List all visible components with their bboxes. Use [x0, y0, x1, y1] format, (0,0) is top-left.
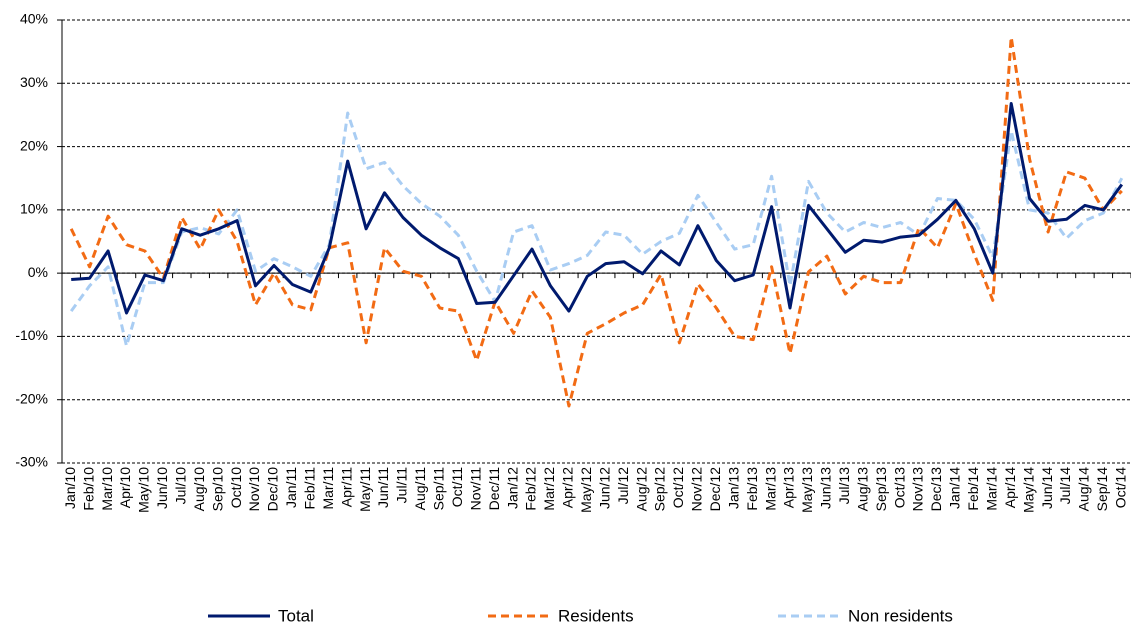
x-tick-label: Sep/13 — [873, 467, 889, 512]
x-tick-label: Apr/12 — [560, 467, 576, 508]
x-tick-label: Nov/10 — [246, 467, 262, 512]
x-tick-label: Sep/12 — [652, 467, 668, 512]
x-tick-label: Oct/11 — [449, 467, 465, 507]
x-tick-label: Jan/13 — [725, 467, 741, 509]
x-tick-label: May/13 — [799, 467, 815, 513]
x-tick-label: Sep/10 — [209, 467, 225, 512]
x-tick-label: Mar/13 — [762, 467, 778, 511]
x-tick-label: Nov/12 — [689, 467, 705, 512]
x-tick-label: Nov/13 — [910, 467, 926, 512]
y-tick-label: 10% — [20, 201, 48, 217]
x-tick-label: Apr/13 — [781, 467, 797, 508]
x-tick-label: Oct/12 — [670, 467, 686, 508]
x-tick-label: Oct/13 — [891, 467, 907, 508]
x-tick-label: Aug/14 — [1076, 467, 1092, 512]
x-tick-label: Oct/10 — [228, 467, 244, 508]
x-tick-label: Aug/11 — [412, 467, 428, 511]
x-tick-label: Aug/12 — [633, 467, 649, 512]
x-tick-label: Mar/10 — [99, 467, 115, 511]
x-tick-label: Mar/11 — [320, 467, 336, 510]
x-tick-label: Aug/13 — [854, 467, 870, 512]
legend-label: Non residents — [848, 606, 953, 625]
y-tick-label: 40% — [20, 11, 48, 27]
y-tick-label: -10% — [15, 327, 48, 343]
x-tick-label: Sep/14 — [1094, 467, 1110, 512]
series-line — [71, 102, 1124, 315]
x-tick-label: Jun/11 — [375, 467, 391, 508]
x-tick-label: Feb/13 — [744, 467, 760, 511]
x-tick-label: Mar/14 — [983, 467, 999, 511]
x-tick-label: Jul/11 — [394, 467, 410, 504]
x-tick-label: May/10 — [136, 467, 152, 513]
x-tick-label: Sep/11 — [431, 467, 447, 511]
x-tick-label: Jun/10 — [154, 467, 170, 509]
x-tick-label: Jul/10 — [173, 467, 189, 505]
legend-label: Residents — [558, 606, 634, 625]
x-tick-label: Feb/10 — [80, 467, 96, 511]
x-tick-label: Dec/11 — [486, 467, 502, 511]
x-tick-label: Feb/14 — [965, 467, 981, 511]
y-tick-label: -20% — [15, 390, 48, 406]
x-tick-label: Feb/12 — [523, 467, 539, 511]
y-tick-label: 30% — [20, 74, 48, 90]
x-tick-label: Mar/12 — [541, 467, 557, 511]
series-line — [69, 111, 1124, 348]
x-tick-label: Jul/14 — [1057, 467, 1073, 505]
series-line — [69, 35, 1123, 408]
x-tick-label: Jan/11 — [283, 467, 299, 508]
x-tick-label: May/11 — [357, 467, 373, 512]
x-tick-label: Apr/14 — [1002, 467, 1018, 508]
x-tick-label: Jun/14 — [1039, 467, 1055, 509]
x-tick-label: Jan/14 — [947, 467, 963, 509]
y-tick-label: 20% — [20, 137, 48, 153]
x-tick-label: Jun/13 — [818, 467, 834, 509]
x-tick-label: Apr/11 — [338, 467, 354, 507]
x-tick-label: Aug/10 — [191, 467, 207, 512]
legend-label: Total — [278, 606, 314, 625]
legend: Total Residents Non residents — [208, 606, 953, 625]
x-tick-label: Nov/11 — [467, 467, 483, 511]
y-tick-label: 0% — [28, 264, 48, 280]
y-tick-label: -30% — [15, 454, 48, 470]
x-tick-label: Jun/12 — [596, 467, 612, 509]
x-tick-label: Feb/11 — [302, 467, 318, 510]
x-tick-label: Jul/13 — [836, 467, 852, 505]
x-tick-label: Dec/12 — [707, 467, 723, 512]
x-tick-label: Jul/12 — [615, 467, 631, 505]
x-tick-label: Jan/12 — [504, 467, 520, 509]
x-tick-label: Apr/10 — [117, 467, 133, 508]
x-tick-label: Dec/13 — [928, 467, 944, 512]
x-tick-label: Jan/10 — [62, 467, 78, 509]
x-tick-label: May/14 — [1020, 467, 1036, 513]
x-tick-label: May/12 — [578, 467, 594, 513]
x-tick-label: Oct/14 — [1112, 467, 1128, 508]
x-tick-label: Dec/10 — [265, 467, 281, 512]
